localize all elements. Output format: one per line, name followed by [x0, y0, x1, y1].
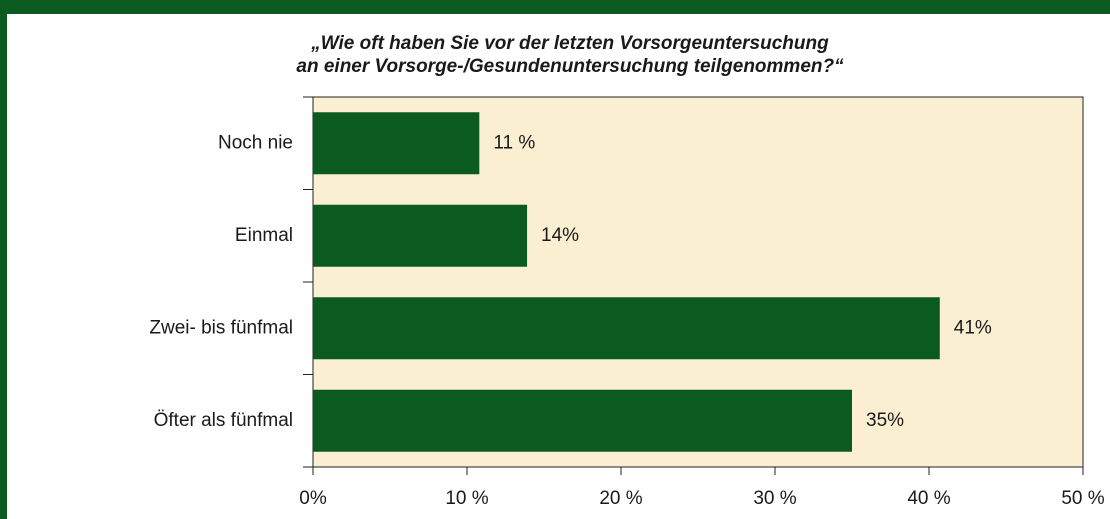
bar — [313, 389, 852, 452]
y-tick-label: Einmal — [235, 225, 293, 246]
x-tick-label: 10 % — [445, 488, 488, 509]
value-label: 41% — [954, 317, 992, 338]
bar — [313, 112, 480, 175]
chart-title: „Wie oft haben Sie vor der letzten Vorso… — [310, 33, 829, 54]
y-tick-label: Öfter als fünfmal — [154, 410, 293, 431]
left-border — [0, 0, 7, 519]
bar — [313, 204, 528, 267]
top-band — [0, 0, 1110, 14]
x-tick-label: 0% — [299, 488, 327, 509]
y-tick-label: Noch nie — [218, 132, 293, 153]
chart-title: an einer Vorsorge-/Gesundenuntersuchung … — [296, 56, 844, 77]
x-tick-label: 40 % — [907, 488, 950, 509]
x-tick-label: 20 % — [599, 488, 642, 509]
bar — [313, 297, 940, 360]
value-label: 14% — [541, 225, 579, 246]
value-label: 11 % — [493, 132, 535, 153]
x-tick-label: 50 % — [1061, 488, 1104, 509]
value-label: 35% — [866, 410, 904, 431]
y-tick-label: Zwei- bis fünfmal — [149, 317, 293, 338]
x-tick-label: 30 % — [753, 488, 796, 509]
